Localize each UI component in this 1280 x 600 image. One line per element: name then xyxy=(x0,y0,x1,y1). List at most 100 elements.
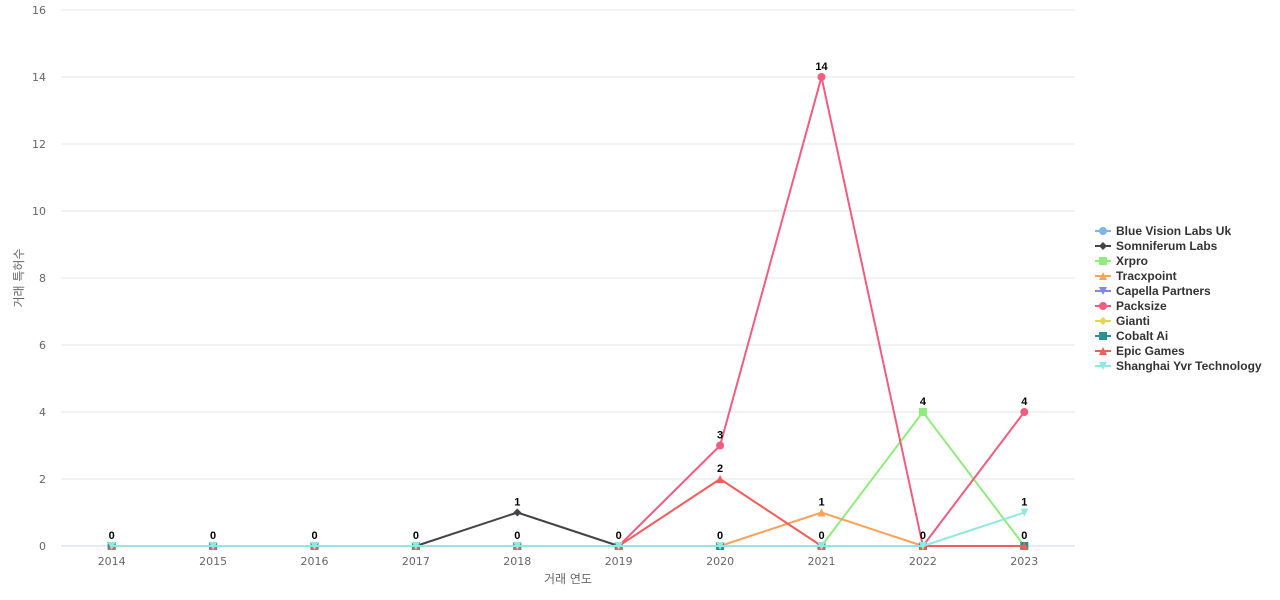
data-label: 1 xyxy=(1021,497,1027,509)
y-axis-ticks: 0 2 4 6 8 10 12 14 16 xyxy=(32,4,46,553)
y-tick-label: 0 xyxy=(39,540,46,553)
data-point[interactable] xyxy=(310,542,319,550)
series-line[interactable] xyxy=(111,511,1025,547)
data-point[interactable] xyxy=(107,542,116,550)
legend-label: Xrpro xyxy=(1116,254,1148,268)
legend-marker[interactable] xyxy=(1099,347,1107,355)
data-label: 4 xyxy=(920,396,927,408)
legend-marker[interactable] xyxy=(1099,227,1107,235)
data-point[interactable] xyxy=(1020,508,1029,517)
legend-label: Cobalt Ai xyxy=(1116,329,1168,343)
data-point[interactable] xyxy=(209,542,218,550)
series-line[interactable] xyxy=(111,76,1026,547)
x-tick-label: 2020 xyxy=(706,555,734,568)
data-point[interactable] xyxy=(918,542,927,550)
legend-marker[interactable] xyxy=(1099,272,1107,280)
legend-label: Blue Vision Labs Uk xyxy=(1116,224,1231,238)
legend-marker[interactable] xyxy=(1099,257,1107,265)
legend-item[interactable]: Capella Partners xyxy=(1095,284,1211,298)
legend-label: Shanghai Yvr Technology xyxy=(1116,359,1262,373)
x-tick-label: 2018 xyxy=(503,555,531,568)
data-label: 0 xyxy=(311,530,317,542)
data-label: 0 xyxy=(210,530,216,542)
x-axis-title: 거래 연도 xyxy=(544,572,592,586)
data-point[interactable] xyxy=(513,542,522,550)
legend-item[interactable]: Cobalt Ai xyxy=(1095,329,1168,343)
x-tick-label: 2016 xyxy=(301,555,329,568)
data-point[interactable] xyxy=(716,542,725,550)
legend-item[interactable]: Tracxpoint xyxy=(1095,269,1177,283)
x-tick-label: 2021 xyxy=(808,555,836,568)
y-axis-title: 거래 특허수 xyxy=(12,248,26,307)
series-shanghai-yvr-technology[interactable] xyxy=(107,508,1029,551)
legend-item[interactable]: Epic Games xyxy=(1095,344,1185,358)
series-epic-games[interactable] xyxy=(107,475,1029,550)
legend-marker[interactable] xyxy=(1099,242,1107,250)
data-point[interactable] xyxy=(817,542,826,550)
y-tick-label: 16 xyxy=(32,4,46,17)
data-point[interactable] xyxy=(513,508,522,517)
data-label: 3 xyxy=(717,430,723,442)
x-tick-label: 2015 xyxy=(199,555,227,568)
data-point[interactable] xyxy=(614,542,623,550)
legend-marker[interactable] xyxy=(1099,362,1107,370)
x-tick-label: 2014 xyxy=(98,555,126,568)
x-tick-label: 2022 xyxy=(909,555,937,568)
legend-item[interactable]: Packsize xyxy=(1095,299,1167,313)
data-point[interactable] xyxy=(716,475,725,483)
series-packsize[interactable] xyxy=(107,73,1029,550)
data-label: 0 xyxy=(1021,530,1027,542)
series-lines xyxy=(107,73,1029,551)
data-label: 0 xyxy=(109,530,115,542)
data-label: 1 xyxy=(514,497,520,509)
data-label: 2 xyxy=(717,463,723,475)
y-tick-label: 2 xyxy=(39,473,46,486)
legend-label: Somniferum Labs xyxy=(1116,239,1218,253)
y-tick-label: 10 xyxy=(32,205,46,218)
y-tick-label: 4 xyxy=(39,406,46,419)
data-label: 0 xyxy=(413,530,419,542)
data-label: 0 xyxy=(920,530,926,542)
data-label: 0 xyxy=(616,530,622,542)
legend-label: Epic Games xyxy=(1116,344,1185,358)
series-line[interactable] xyxy=(111,478,1025,547)
data-label: 14 xyxy=(815,61,828,73)
legend-label: Gianti xyxy=(1116,314,1150,328)
legend-marker[interactable] xyxy=(1099,317,1107,325)
y-tick-label: 14 xyxy=(32,71,46,84)
y-tick-label: 6 xyxy=(39,339,46,352)
x-tick-label: 2023 xyxy=(1010,555,1038,568)
data-point[interactable] xyxy=(1020,408,1029,416)
legend-label: Capella Partners xyxy=(1116,284,1211,298)
legend-item[interactable]: Somniferum Labs xyxy=(1095,239,1218,253)
data-point[interactable] xyxy=(817,508,826,517)
legend-item[interactable]: Shanghai Yvr Technology xyxy=(1095,359,1262,373)
legend-label: Packsize xyxy=(1116,299,1167,313)
x-tick-label: 2017 xyxy=(402,555,430,568)
legend-marker[interactable] xyxy=(1099,332,1107,340)
data-label: 1 xyxy=(818,497,824,509)
gridlines xyxy=(61,9,1075,547)
data-label: 4 xyxy=(1021,396,1028,408)
data-point[interactable] xyxy=(411,542,420,550)
data-label: 0 xyxy=(717,530,723,542)
data-point[interactable] xyxy=(918,408,927,416)
data-point[interactable] xyxy=(716,441,725,450)
legend-item[interactable]: Xrpro xyxy=(1095,254,1148,268)
y-tick-label: 8 xyxy=(39,272,46,285)
data-point[interactable] xyxy=(817,73,826,81)
data-label: 0 xyxy=(818,530,824,542)
legend-item[interactable]: Gianti xyxy=(1095,314,1150,328)
series-somniferum-labs[interactable] xyxy=(107,508,1029,551)
data-point[interactable] xyxy=(1020,542,1029,550)
data-label: 0 xyxy=(514,530,520,542)
legend-label: Tracxpoint xyxy=(1116,269,1177,283)
legend-marker[interactable] xyxy=(1099,302,1107,310)
legend-item[interactable]: Blue Vision Labs Uk xyxy=(1095,224,1231,238)
y-tick-label: 12 xyxy=(32,138,46,151)
series-line[interactable] xyxy=(111,511,1025,547)
legend-marker[interactable] xyxy=(1099,287,1107,295)
